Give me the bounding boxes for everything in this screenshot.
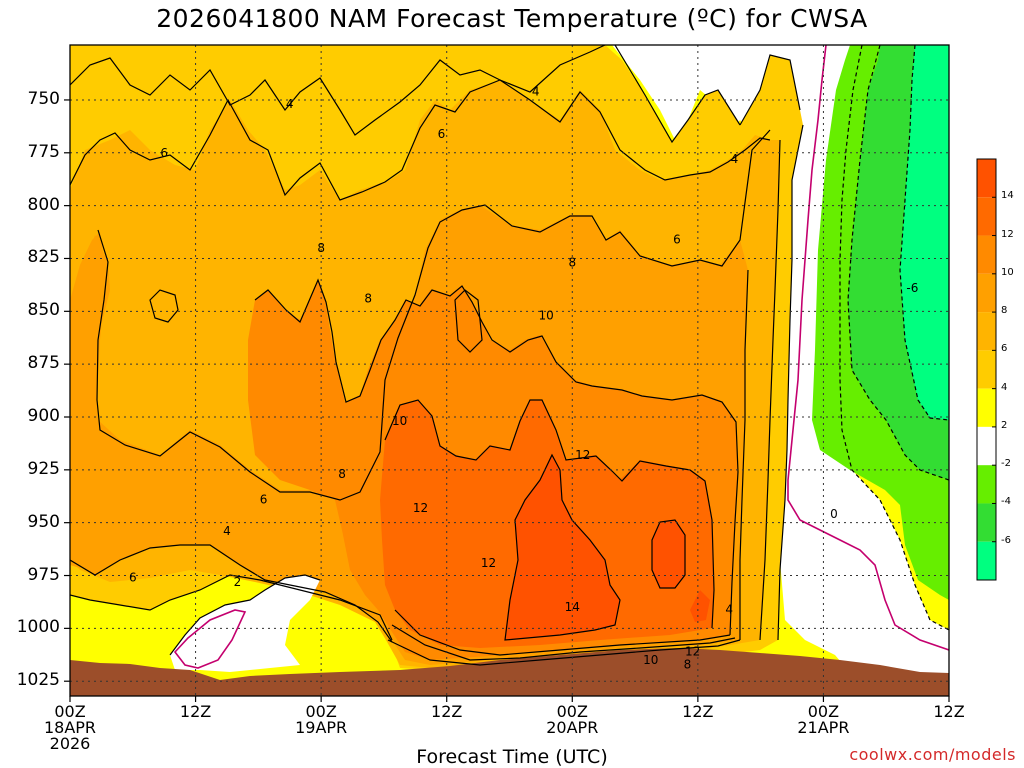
y-tick-label: 900 (27, 406, 60, 426)
x-tick-time: 00Z (556, 702, 588, 721)
colorbar-swatch (977, 350, 996, 389)
x-tick-label: 12Z (156, 704, 236, 720)
field-14plus-c (690, 590, 710, 622)
colorbar-swatch (977, 273, 996, 313)
contour-label: 6 (260, 492, 268, 506)
colorbar-label: 2 (1001, 419, 1008, 431)
x-axis-title: Forecast Time (UTC) (416, 746, 608, 768)
terrain (70, 648, 949, 696)
contour-label: 4 (725, 602, 733, 616)
y-tick-label: 750 (27, 88, 60, 109)
colorbar-label: -4 (1001, 496, 1011, 508)
colorbar-label: 12 (1001, 228, 1014, 240)
x-tick-date: 18APR (43, 718, 97, 737)
colorbar-label: 10 (1001, 266, 1014, 278)
y-tick-label: 850 (27, 300, 60, 321)
y-tick-label: 775 (27, 141, 60, 162)
x-tick-time: 12Z (933, 702, 965, 721)
contour-label: 10 (538, 309, 553, 323)
x-tick-time: 00Z (54, 702, 86, 721)
x-tick-label: 00Z 18APR 2026 (30, 704, 110, 752)
contour-label: 8 (684, 657, 692, 671)
x-tick-label: 12Z (909, 704, 989, 720)
contour-label: 12 (575, 448, 590, 462)
y-tick-label: 1000 (16, 617, 60, 638)
colorbar-swatch (977, 465, 996, 504)
x-tick-label: 00Z 20APR (532, 704, 612, 736)
contour-label: 4 (286, 97, 294, 111)
colorbar-swatch (977, 426, 996, 466)
contour-label: 8 (364, 292, 372, 306)
x-tick-year: 2026 (49, 734, 91, 753)
contour-label: 12 (481, 556, 496, 570)
x-tick-time: 12Z (431, 702, 463, 721)
colorbar (976, 158, 997, 581)
contour-label: 10 (392, 414, 407, 428)
field-white-left (170, 575, 320, 672)
contour-label: 4 (223, 524, 231, 538)
y-tick-label: 950 (27, 511, 60, 532)
contour-label: 14 (565, 600, 580, 614)
field-8to10-left (70, 232, 104, 568)
field-14plus (505, 455, 620, 640)
x-tick-date: 19APR (295, 718, 348, 737)
contour-label: 10 (643, 653, 658, 667)
x-tick-label: 00Z 21APR (783, 704, 863, 736)
colorbar-swatch (977, 235, 996, 274)
colorbar-label: 8 (1001, 305, 1008, 317)
contour-label: 6 (673, 232, 681, 246)
field-white-top (612, 45, 780, 140)
y-tick-label: 975 (27, 564, 60, 585)
contour-label: 4 (731, 152, 739, 166)
colorbar-label: 14 (1001, 190, 1014, 202)
colorbar-swatch (977, 312, 996, 351)
colorbar-label: 6 (1001, 343, 1008, 355)
colorbar-swatch (977, 388, 996, 427)
contour-label: 2 (234, 575, 242, 589)
y-tick-label: 825 (27, 247, 60, 268)
contour-label: 4 (532, 85, 540, 99)
y-tick-label: 1025 (16, 670, 60, 691)
x-tick-time: 12Z (682, 702, 714, 721)
contour-label: -6 (906, 281, 918, 295)
colorbar-swatch (977, 197, 996, 236)
y-tick-label: 875 (27, 353, 60, 374)
x-tick-date: 20APR (546, 718, 599, 737)
credit-link[interactable]: coolwx.com/models (849, 745, 1016, 764)
x-tick-label: 00Z 19APR (281, 704, 361, 736)
colorbar-label: 4 (1001, 381, 1008, 393)
chart-title: 2026041800 NAM Forecast Temperature (ºC)… (156, 4, 868, 33)
y-tick-label: 925 (27, 458, 60, 479)
field-14plus-b (652, 520, 685, 588)
x-tick-label: 12Z (407, 704, 487, 720)
contour-label: 0 (830, 507, 838, 521)
contour-label: 6 (160, 146, 168, 160)
contour-label: 6 (129, 571, 137, 585)
contour-label: 12 (413, 501, 428, 515)
contour-label: 12 (685, 645, 700, 659)
colorbar-label: -6 (1001, 534, 1011, 546)
x-tick-date: 21APR (797, 718, 850, 737)
contour-label: 8 (317, 241, 325, 255)
y-tick-label: 800 (27, 194, 60, 215)
contour-label: 8 (338, 467, 346, 481)
plot-frame (69, 44, 950, 697)
x-tick-time: 12Z (179, 702, 212, 721)
contour-label: 8 (568, 256, 576, 270)
contour-label: 6 (438, 127, 446, 141)
x-tick-time: 00Z (807, 702, 840, 721)
colorbar-label: -2 (1001, 458, 1011, 470)
colorbar-frame (976, 158, 997, 581)
colorbar-swatch (977, 159, 996, 198)
field-green-3 (900, 45, 949, 420)
colorbar-swatch (977, 503, 996, 542)
x-tick-label: 12Z (658, 704, 738, 720)
colorbar-swatch (977, 541, 996, 580)
x-tick-time: 00Z (305, 702, 337, 721)
